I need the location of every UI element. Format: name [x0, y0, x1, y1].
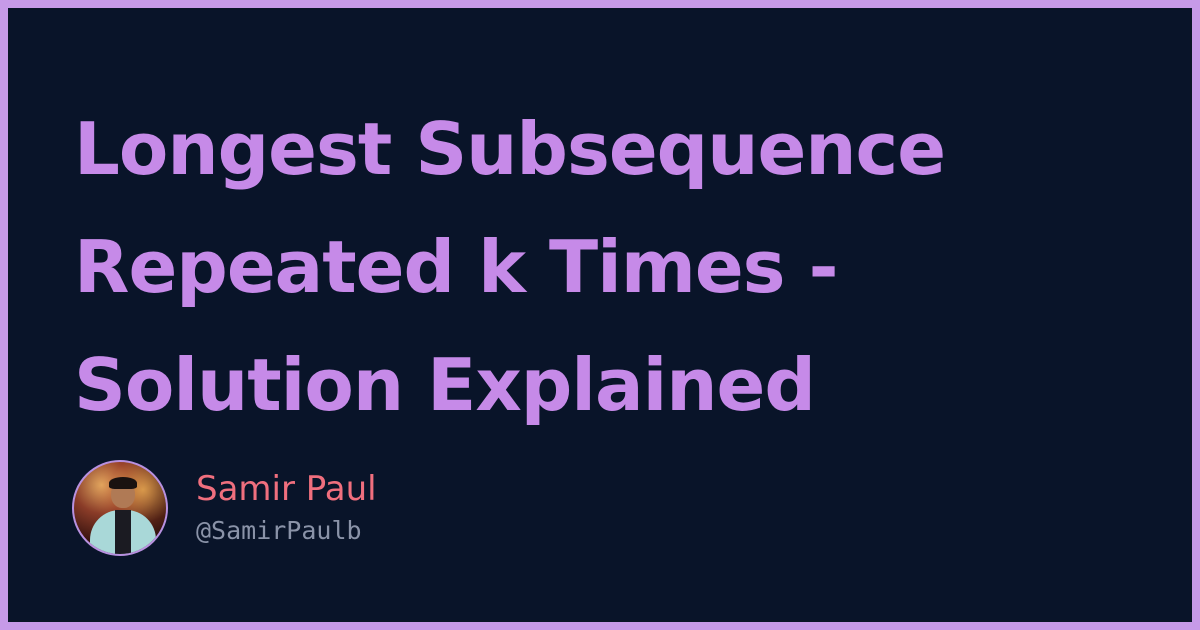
avatar-shirt [115, 510, 131, 554]
avatar [72, 460, 168, 556]
author-meta: Samir Paul @SamirPaulb [196, 467, 377, 549]
author-block: Samir Paul @SamirPaulb [72, 458, 377, 558]
card: Longest Subsequence Repeated k Times - S… [8, 8, 1192, 622]
avatar-hair [109, 477, 137, 489]
title-line-3: Solution Explained [74, 343, 816, 427]
author-name: Samir Paul [196, 469, 377, 509]
page-title: Longest Subsequence Repeated k Times - S… [74, 90, 1154, 444]
author-handle: @SamirPaulb [196, 516, 362, 545]
title-line-1: Longest Subsequence [74, 107, 946, 191]
title-line-2: Repeated k Times - [74, 225, 839, 309]
